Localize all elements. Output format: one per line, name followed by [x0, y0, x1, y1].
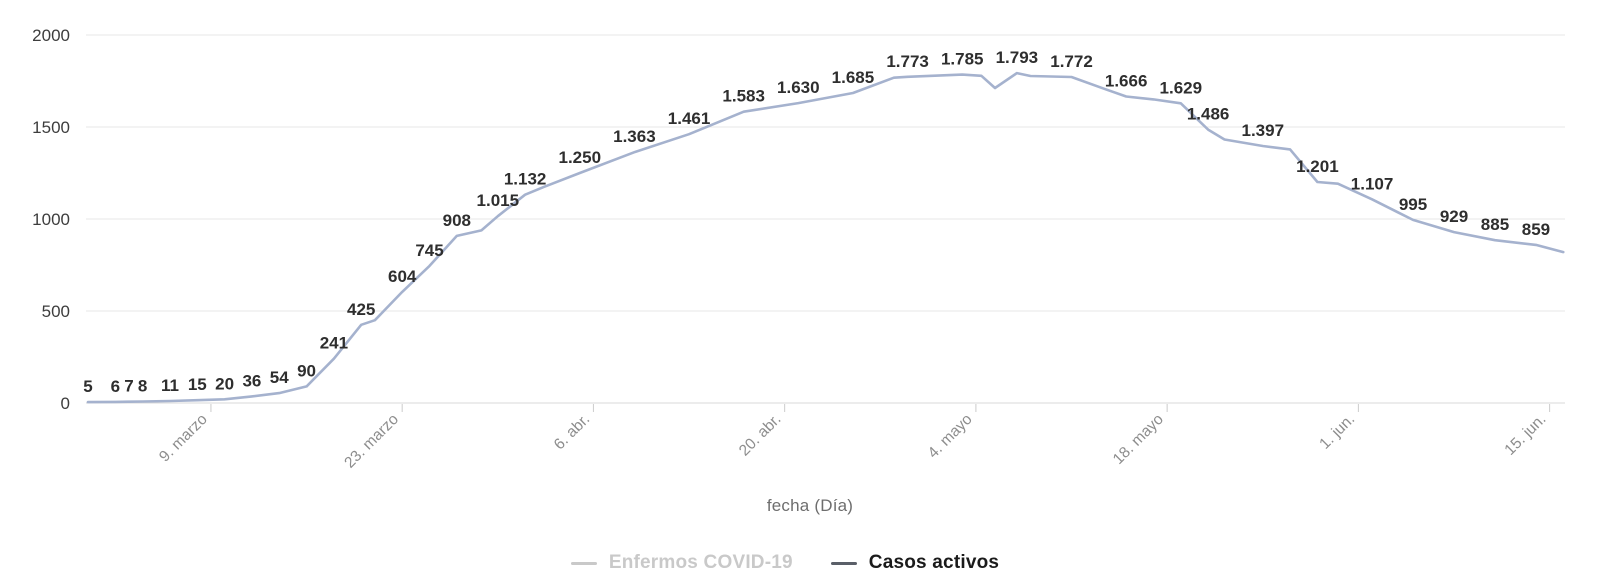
- data-point-label: 1.630: [777, 78, 820, 97]
- data-point-label: 1.201: [1296, 157, 1339, 176]
- data-point-label: 1.773: [886, 52, 929, 71]
- y-axis-label: 500: [42, 302, 70, 321]
- data-point-label: 20: [215, 374, 234, 393]
- legend-label-enfermos: Enfermos COVID-19: [608, 552, 793, 573]
- data-point-label: 6: [111, 377, 120, 396]
- x-axis-tick-label: 15. jun.: [1501, 411, 1549, 459]
- data-point-label: 36: [242, 371, 261, 390]
- legend-line-marker-icon: [830, 561, 857, 565]
- data-point-label: 1.107: [1351, 174, 1394, 193]
- data-point-label: 929: [1440, 207, 1468, 226]
- legend-item-casos-activos[interactable]: Casos activos: [830, 552, 1000, 574]
- y-axis-label: 2000: [32, 26, 70, 45]
- data-point-label: 1.250: [558, 148, 601, 167]
- x-axis-tick-label: 9. marzo: [156, 411, 211, 466]
- data-point-label: 241: [320, 334, 348, 353]
- data-point-label: 745: [415, 241, 443, 260]
- data-point-label: 1.629: [1160, 78, 1203, 97]
- x-axis-tick-label: 6. abr.: [551, 411, 593, 453]
- data-point-label: 859: [1522, 220, 1550, 239]
- data-point-label: 90: [297, 361, 316, 380]
- data-point-label: 8: [138, 377, 147, 396]
- x-axis-tick-label: 23. marzo: [341, 411, 402, 472]
- data-point-label: 5: [83, 377, 92, 396]
- data-point-label: 1.785: [941, 50, 984, 69]
- data-point-label: 425: [347, 300, 375, 319]
- data-point-label: 1.132: [504, 170, 547, 189]
- data-point-label: 908: [443, 211, 471, 230]
- legend-item-enfermos-covid-19[interactable]: Enfermos COVID-19: [570, 552, 793, 574]
- data-point-label: 15: [188, 375, 207, 394]
- y-axis-label: 1000: [32, 210, 70, 229]
- data-point-label: 1.015: [477, 191, 520, 210]
- data-point-label: 1.363: [613, 127, 656, 146]
- data-point-label: 604: [388, 267, 417, 286]
- y-axis-label: 0: [61, 394, 70, 413]
- x-axis-title: fecha (Día): [766, 496, 854, 515]
- x-axis-tick-label: 18. mayo: [1110, 411, 1167, 468]
- data-point-label: 995: [1399, 195, 1427, 214]
- data-point-label: 11: [161, 376, 179, 395]
- legend-label-casos-activos: Casos activos: [868, 552, 1000, 573]
- data-point-label: 1.685: [832, 68, 875, 87]
- y-axis-label: 1500: [32, 118, 70, 137]
- data-point-label: 1.666: [1105, 71, 1148, 90]
- data-point-label: 54: [270, 368, 289, 387]
- data-point-label: 1.461: [668, 109, 711, 128]
- data-point-label: 1.793: [996, 48, 1039, 67]
- legend-line-marker-icon: [570, 561, 597, 565]
- legend: Enfermos COVID-19 Casos activos: [0, 552, 1570, 574]
- x-axis-tick-label: 20. abr.: [736, 411, 785, 460]
- data-point-label: 7: [124, 377, 133, 396]
- data-point-label: 885: [1481, 215, 1509, 234]
- active-cases-line: [86, 71, 1565, 404]
- data-point-label: 1.772: [1050, 52, 1093, 71]
- data-point-label: 1.397: [1241, 121, 1284, 140]
- x-axis-tick-label: 1. jun.: [1316, 411, 1358, 453]
- data-point-label: 1.583: [722, 87, 765, 106]
- x-axis-tick-label: 4. mayo: [925, 411, 976, 462]
- data-point-label: 1.486: [1187, 105, 1230, 124]
